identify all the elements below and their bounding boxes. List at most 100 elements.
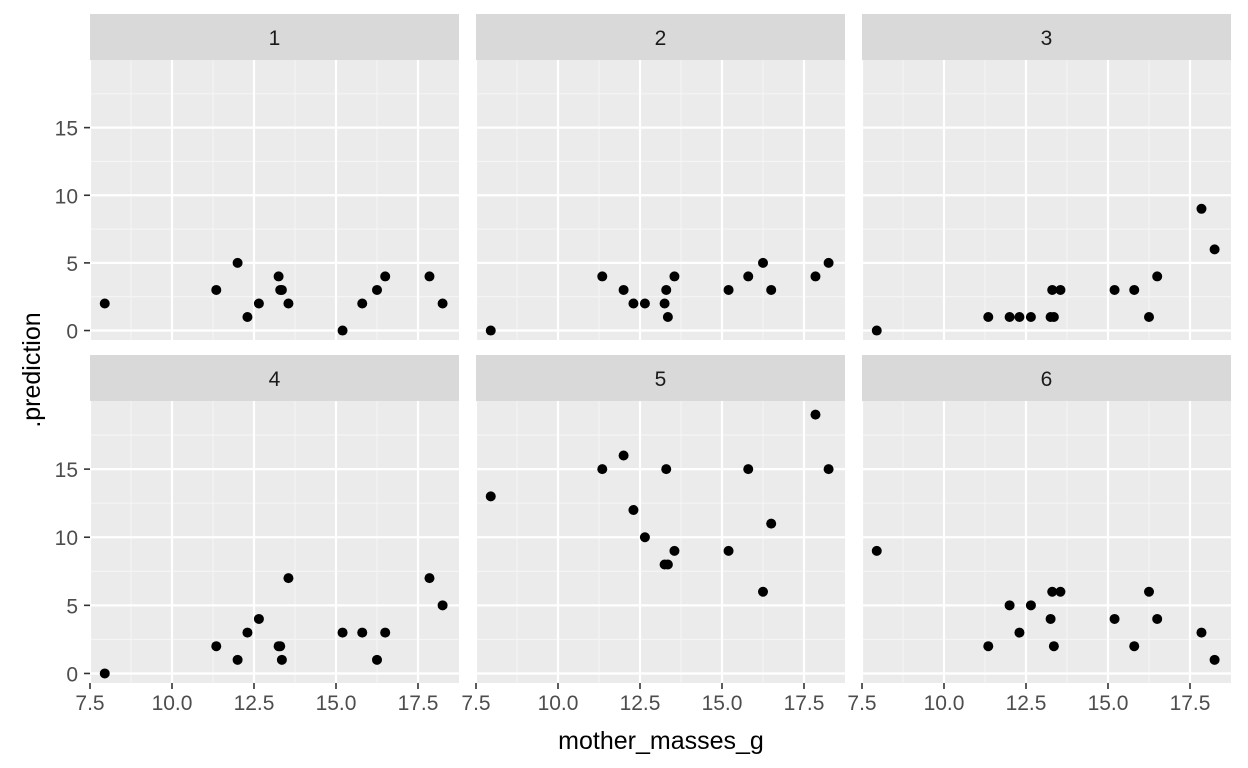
data-point bbox=[723, 545, 734, 556]
data-point bbox=[211, 284, 222, 295]
x-tick-label: 10.0 bbox=[924, 692, 965, 715]
data-point bbox=[1014, 312, 1025, 323]
data-point bbox=[357, 627, 368, 638]
data-point bbox=[743, 464, 754, 475]
panel-background bbox=[476, 60, 845, 340]
data-point bbox=[1129, 284, 1140, 295]
data-point bbox=[639, 298, 650, 309]
y-tick-label: 15 bbox=[55, 459, 78, 482]
data-point bbox=[1209, 654, 1220, 665]
facet-strip-label: 4 bbox=[269, 368, 281, 391]
data-point bbox=[766, 518, 777, 529]
data-point bbox=[983, 641, 994, 652]
data-point bbox=[661, 284, 672, 295]
data-point bbox=[232, 654, 243, 665]
data-point bbox=[1055, 586, 1066, 597]
data-point bbox=[1045, 613, 1056, 624]
data-point bbox=[743, 271, 754, 282]
data-point bbox=[669, 271, 680, 282]
data-point bbox=[380, 271, 391, 282]
data-point bbox=[485, 325, 496, 336]
facet-strip bbox=[90, 14, 459, 60]
data-point bbox=[661, 464, 672, 475]
data-point bbox=[357, 298, 368, 309]
data-point bbox=[273, 271, 284, 282]
data-point bbox=[983, 312, 994, 323]
facet-strip-label: 2 bbox=[655, 27, 667, 50]
x-tick-label: 12.5 bbox=[620, 692, 661, 715]
data-point bbox=[758, 586, 768, 597]
data-point bbox=[723, 284, 734, 295]
data-point bbox=[823, 257, 834, 268]
data-point bbox=[1004, 600, 1015, 611]
data-point bbox=[337, 325, 348, 336]
facet-strip bbox=[862, 355, 1231, 401]
x-axis-title: mother_masses_g bbox=[558, 727, 764, 755]
facet-strip bbox=[476, 355, 845, 401]
data-point bbox=[276, 654, 287, 665]
panel-background bbox=[90, 401, 459, 683]
facet-strip-label: 5 bbox=[655, 368, 667, 391]
data-point bbox=[597, 271, 608, 282]
data-point bbox=[99, 298, 110, 309]
data-point bbox=[1047, 586, 1058, 597]
data-point bbox=[283, 573, 294, 584]
y-tick-label: 0 bbox=[66, 663, 78, 686]
data-point bbox=[1196, 203, 1207, 214]
data-point bbox=[618, 450, 629, 461]
data-point bbox=[211, 641, 222, 652]
data-point bbox=[597, 464, 608, 475]
data-point bbox=[437, 600, 448, 611]
data-point bbox=[485, 491, 496, 502]
x-tick-label: 7.5 bbox=[461, 692, 490, 715]
data-point bbox=[1144, 312, 1154, 323]
data-point bbox=[372, 654, 382, 665]
data-point bbox=[662, 559, 673, 570]
x-tick-label: 12.5 bbox=[234, 692, 275, 715]
x-tick-label: 15.0 bbox=[702, 692, 743, 715]
facet-panel-5: 5 7.5 10.0 12.5 15.0 17.5 bbox=[461, 355, 845, 715]
data-point bbox=[871, 325, 882, 336]
y-tick-label: 10 bbox=[55, 185, 78, 208]
x-tick-label: 17.5 bbox=[1170, 692, 1211, 715]
data-point bbox=[437, 298, 448, 309]
data-point bbox=[628, 504, 639, 515]
data-point bbox=[337, 627, 348, 638]
panel-background bbox=[476, 401, 845, 683]
data-point bbox=[758, 257, 768, 268]
data-point bbox=[662, 312, 673, 323]
data-point bbox=[628, 298, 639, 309]
data-point bbox=[669, 545, 680, 556]
data-point bbox=[871, 545, 882, 556]
data-point bbox=[253, 298, 264, 309]
x-tick-label: 15.0 bbox=[316, 692, 357, 715]
data-point bbox=[823, 464, 834, 475]
panel-background bbox=[862, 401, 1231, 683]
data-point bbox=[1047, 284, 1058, 295]
x-tick-label: 15.0 bbox=[1088, 692, 1129, 715]
x-tick-label: 10.0 bbox=[152, 692, 193, 715]
y-tick-label: 5 bbox=[66, 595, 78, 618]
facet-strip bbox=[90, 355, 459, 401]
data-point bbox=[1196, 627, 1207, 638]
data-point bbox=[1025, 312, 1036, 323]
data-point bbox=[232, 257, 243, 268]
data-point bbox=[276, 284, 287, 295]
facet-panel-3: 3 bbox=[860, 14, 1231, 340]
data-point bbox=[1014, 627, 1025, 638]
x-tick-label: 7.5 bbox=[75, 692, 104, 715]
facet-strip bbox=[862, 14, 1231, 60]
x-tick-label: 17.5 bbox=[784, 692, 825, 715]
data-point bbox=[1048, 641, 1059, 652]
x-tick-label: 17.5 bbox=[398, 692, 439, 715]
data-point bbox=[1048, 312, 1059, 323]
facet-strip-label: 6 bbox=[1041, 368, 1053, 391]
data-point bbox=[253, 613, 264, 624]
data-point bbox=[1129, 641, 1140, 652]
data-point bbox=[810, 271, 821, 282]
data-point bbox=[618, 284, 629, 295]
data-point bbox=[1152, 613, 1163, 624]
data-point bbox=[99, 668, 110, 679]
